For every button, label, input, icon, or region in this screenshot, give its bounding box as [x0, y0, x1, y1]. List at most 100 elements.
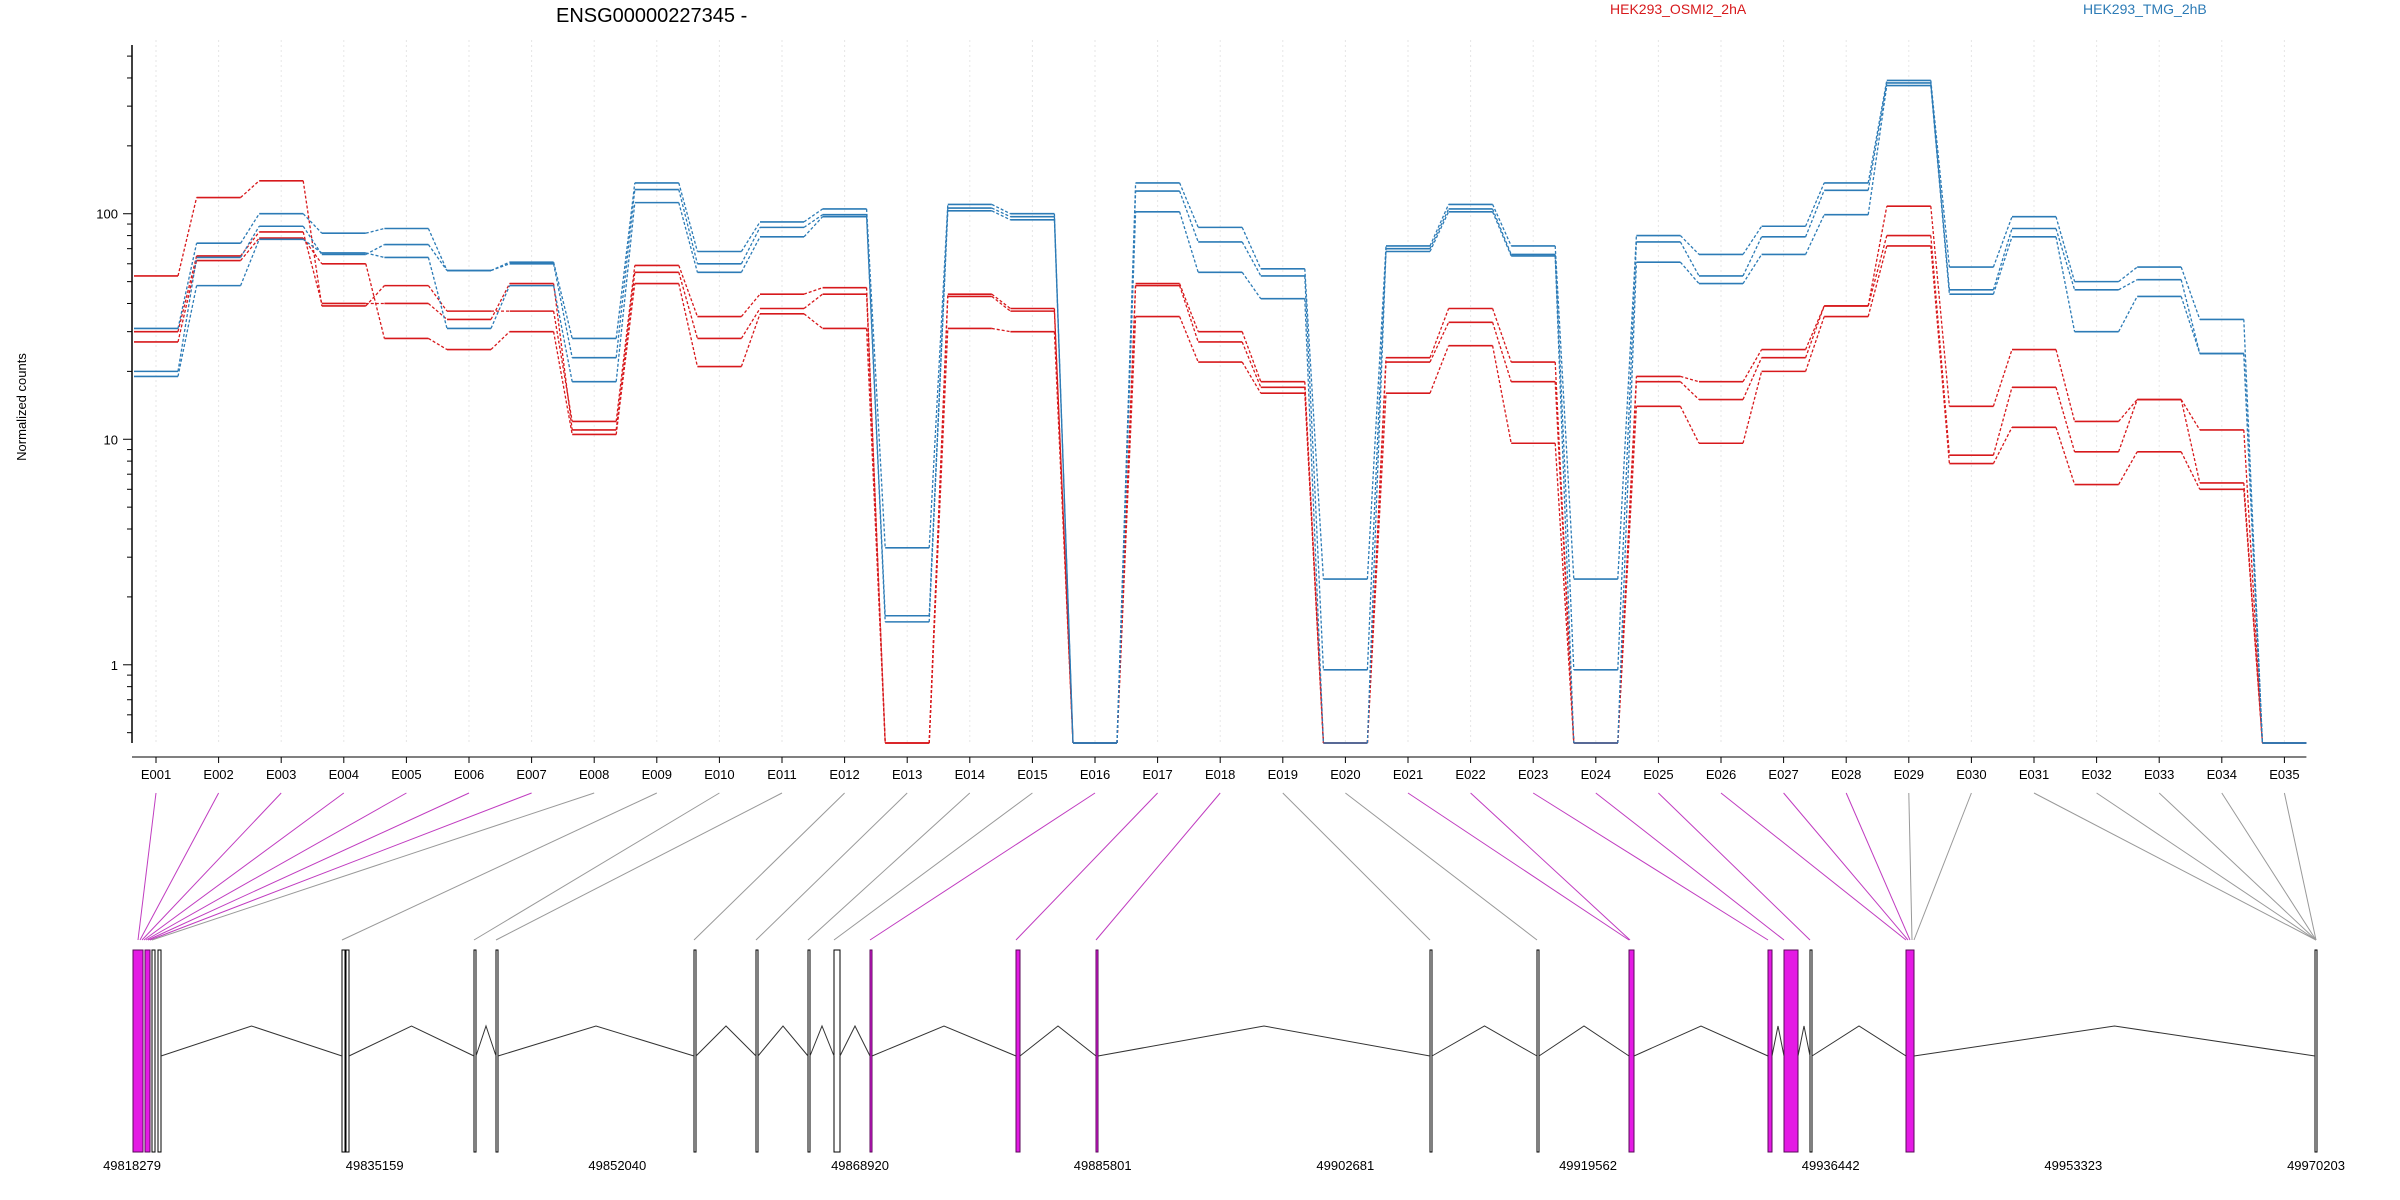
chart-title: ENSG00000227345 - [556, 5, 747, 27]
exon-block [1536, 949, 1540, 1153]
exon-transition [615, 272, 636, 431]
exon-transition [1241, 341, 1262, 388]
x-tick-label: E020 [1330, 767, 1360, 782]
exon-transition [1742, 349, 1763, 383]
x-axis: E001 E002 E003 E004 E005 E006 E007 E008 E009 E010… [132, 756, 2307, 782]
exon-transition [1867, 206, 1888, 307]
exon-transition [2243, 319, 2264, 744]
exon-transition [1241, 271, 1262, 300]
exon-connector [2096, 792, 2317, 941]
exon-transition [865, 208, 886, 548]
exon-transition [1992, 426, 2013, 464]
exon-connector [1532, 792, 1769, 941]
exon-transition [1805, 214, 1825, 255]
exon-transition [1491, 308, 1512, 363]
x-tick-label: E033 [2144, 767, 2174, 782]
intron-line [1771, 1025, 1785, 1057]
exon-transition [240, 237, 260, 261]
exon-transition [490, 283, 511, 320]
exon-transition [490, 263, 510, 272]
x-tick-label: E009 [642, 767, 672, 782]
intron-line [1431, 1025, 1538, 1057]
exon-transition [1617, 262, 1638, 744]
exon-block-highlighted [132, 949, 144, 1153]
x-tick-label: E003 [266, 767, 296, 782]
exon-connector [137, 792, 157, 941]
exon-transition [240, 213, 260, 244]
exon-transition [678, 182, 699, 252]
x-tick-label: E002 [203, 767, 233, 782]
exon-connector [473, 792, 720, 941]
exon-block [151, 949, 156, 1153]
exon-transition [1617, 235, 1638, 580]
exon-transition [1742, 357, 1763, 400]
exon-block-highlighted [1767, 949, 1773, 1153]
exon-transition [1617, 381, 1638, 744]
x-tick-label: E018 [1205, 767, 1235, 782]
exon-block [341, 949, 346, 1153]
exon-transition [2118, 266, 2138, 283]
exon-transition [1241, 361, 1262, 394]
exon-connector [2158, 792, 2317, 941]
exon-connector [1595, 792, 1785, 941]
exon-transition [1679, 406, 1700, 444]
intron-line [497, 1025, 695, 1057]
exon-transition [678, 283, 699, 367]
exon-transition [991, 327, 1011, 333]
y-tick-label: 1 [111, 658, 118, 673]
exon-transition [1491, 345, 1512, 444]
exon-connector [693, 792, 845, 941]
exon-transition [1867, 82, 1888, 191]
exon-transition [2180, 296, 2201, 354]
exon-transition [1679, 261, 1700, 285]
intron-line [348, 1025, 475, 1057]
exon-transition [2055, 427, 2076, 485]
exon-connector [1845, 792, 1911, 941]
exon-transition [1930, 80, 1951, 268]
intron-line [809, 1024, 835, 1057]
x-tick-label: E007 [516, 767, 546, 782]
x-tick-label: E019 [1268, 767, 1298, 782]
exon-transition [1304, 268, 1325, 580]
exon-transition [1116, 211, 1137, 744]
exon-transition [991, 203, 1011, 215]
x-tick-label: E024 [1581, 767, 1611, 782]
exon-transition [1680, 375, 1700, 383]
exon-transition [1805, 182, 1825, 227]
y-tick-label: 10 [104, 432, 118, 447]
x-tick-label: E001 [141, 767, 171, 782]
exon-block-highlighted [1905, 949, 1915, 1153]
exon-block [473, 949, 477, 1153]
exon-transition [177, 255, 198, 332]
intron-line [1019, 1025, 1097, 1057]
exon-transition [490, 285, 511, 329]
x-tick-label: E004 [329, 767, 359, 782]
exon-transition [1992, 228, 2013, 290]
exon-transition [1804, 305, 1825, 358]
exon-transition [2180, 279, 2201, 354]
exon-transition [803, 287, 823, 295]
exon-block-highlighted [1095, 949, 1099, 1153]
exon-connector [147, 792, 470, 941]
exon-transition [2118, 279, 2138, 291]
exon-transition [365, 285, 385, 307]
exon-transition [177, 285, 198, 377]
exon-transition [365, 227, 385, 234]
exon-transition [1679, 241, 1700, 277]
exon-block [345, 949, 350, 1153]
exon-connector [1095, 792, 1221, 941]
exon-transition [740, 308, 761, 339]
exon-transition [1429, 345, 1450, 394]
exon-block-highlighted [1015, 949, 1021, 1153]
genomic-coordinate-label: 49919562 [1559, 1158, 1617, 1173]
exon-transition [678, 202, 699, 273]
exon-transition [1617, 406, 1638, 744]
exon-transition [1492, 204, 1512, 247]
exon-transition [1241, 331, 1262, 382]
exon-transition [615, 265, 636, 422]
exon-transition [177, 243, 198, 329]
exon-transition [1053, 331, 1074, 744]
intron-line [475, 1024, 497, 1057]
exon-transition [1742, 225, 1763, 255]
exon-transition [1116, 285, 1137, 744]
